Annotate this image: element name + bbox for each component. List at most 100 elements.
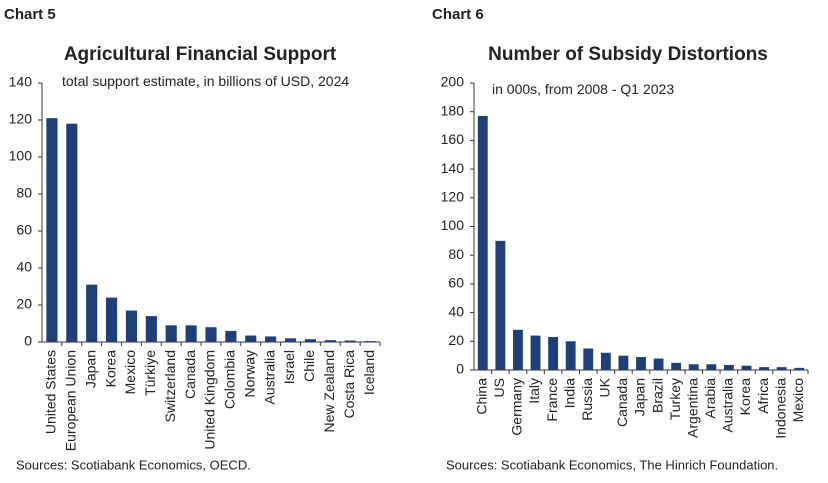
bar — [245, 335, 257, 342]
x-tick-label: Australia — [720, 378, 736, 433]
bar — [794, 367, 805, 370]
bar — [324, 340, 336, 342]
chart-label: Chart 6 — [432, 6, 484, 23]
y-tick-label: 120 — [9, 111, 33, 127]
chart-subtitle: total support estimate, in billions of U… — [62, 73, 350, 89]
bar — [513, 329, 523, 370]
y-tick-label: 0 — [456, 361, 464, 377]
x-tick-label: Japan — [632, 378, 648, 416]
x-tick-label: Korea — [737, 378, 753, 416]
bar — [185, 325, 197, 342]
bar — [600, 352, 611, 370]
x-tick-label: United Kingdom — [202, 350, 218, 450]
y-tick-label: 80 — [448, 246, 464, 262]
x-tick-label: Arabia — [702, 378, 718, 419]
x-tick-label: Korea — [102, 350, 118, 388]
bar — [304, 339, 316, 342]
x-tick-label: Canada — [614, 378, 630, 427]
x-tick-label: Argentina — [684, 378, 700, 438]
y-tick-label: 40 — [16, 259, 32, 275]
bar — [66, 123, 78, 342]
source: Sources: Scotiabank Economics, The Hinri… — [446, 457, 778, 472]
bar — [125, 310, 138, 342]
bar — [688, 364, 699, 370]
bar — [205, 327, 217, 342]
y-tick-label: 120 — [441, 189, 465, 205]
x-tick-label: Italy — [526, 378, 542, 404]
bar — [477, 116, 488, 370]
bar — [618, 355, 629, 370]
bar — [723, 364, 734, 370]
bar — [583, 348, 594, 370]
bar — [653, 358, 664, 370]
bar — [46, 118, 58, 343]
bar — [106, 297, 118, 342]
bar — [145, 316, 157, 342]
x-tick-label: New Zealand — [321, 350, 337, 433]
x-tick-label: Indonesia — [772, 378, 788, 439]
chart-title: Agricultural Financial Support — [64, 44, 337, 65]
x-tick-label: Africa — [755, 378, 771, 414]
bar — [165, 325, 177, 342]
y-tick-label: 80 — [16, 185, 32, 201]
y-tick-label: 200 — [441, 74, 465, 90]
x-tick-label: Germany — [509, 378, 525, 436]
bar — [706, 364, 717, 370]
bar — [636, 357, 646, 370]
bar — [759, 367, 769, 370]
x-tick-label: Costa Rica — [341, 350, 357, 419]
chart-title: Number of Subsidy Distortions — [488, 44, 768, 65]
y-tick-label: 140 — [441, 160, 465, 176]
x-tick-label: France — [544, 378, 560, 422]
source: Sources: Scotiabank Economics, OECD. — [16, 457, 251, 472]
bar — [548, 336, 559, 370]
bar — [565, 341, 576, 370]
x-tick-label: Colombia — [222, 350, 238, 409]
x-tick-label: Turkey — [667, 378, 683, 420]
y-tick-label: 20 — [16, 296, 32, 312]
x-tick-label: Mexico — [122, 350, 138, 395]
bar — [776, 367, 787, 370]
bar — [86, 284, 98, 342]
x-tick-label: UK — [597, 377, 613, 397]
x-tick-label: Türkiye — [142, 350, 158, 396]
y-tick-label: 100 — [9, 148, 33, 164]
x-tick-label: Norway — [241, 350, 257, 397]
x-tick-label: US — [491, 378, 507, 397]
x-tick-label: Iceland — [361, 350, 377, 395]
y-tick-label: 60 — [16, 222, 32, 238]
x-tick-label: Israel — [281, 350, 297, 384]
x-tick-label: Brazil — [649, 378, 665, 413]
bar — [495, 240, 506, 370]
bar — [225, 330, 237, 342]
y-tick-label: 40 — [448, 303, 464, 319]
x-tick-label: Canada — [182, 350, 198, 399]
bar — [671, 362, 682, 370]
x-tick-label: Chile — [301, 350, 317, 382]
y-tick-label: 20 — [448, 332, 464, 348]
y-tick-label: 60 — [448, 275, 464, 291]
y-tick-label: 0 — [24, 333, 32, 349]
chart-subtitle: in 000s, from 2008 - Q1 2023 — [492, 81, 675, 97]
bar — [364, 341, 376, 342]
x-tick-label: United States — [43, 350, 59, 434]
x-tick-label: Mexico — [790, 378, 806, 423]
x-tick-label: Switzerland — [162, 350, 178, 422]
x-tick-label: India — [561, 378, 577, 409]
bar — [741, 365, 752, 370]
bar — [265, 336, 277, 342]
y-tick-label: 180 — [441, 102, 465, 118]
chart-label: Chart 5 — [4, 6, 56, 23]
y-tick-label: 100 — [441, 217, 465, 233]
bar — [344, 340, 356, 342]
x-tick-label: European Union — [63, 350, 79, 451]
x-tick-label: China — [473, 378, 489, 415]
y-tick-label: 140 — [9, 74, 33, 90]
bar — [284, 338, 297, 342]
x-tick-label: Australia — [261, 350, 277, 405]
bar — [530, 335, 541, 370]
x-tick-label: Japan — [82, 350, 98, 388]
y-tick-label: 160 — [441, 131, 465, 147]
